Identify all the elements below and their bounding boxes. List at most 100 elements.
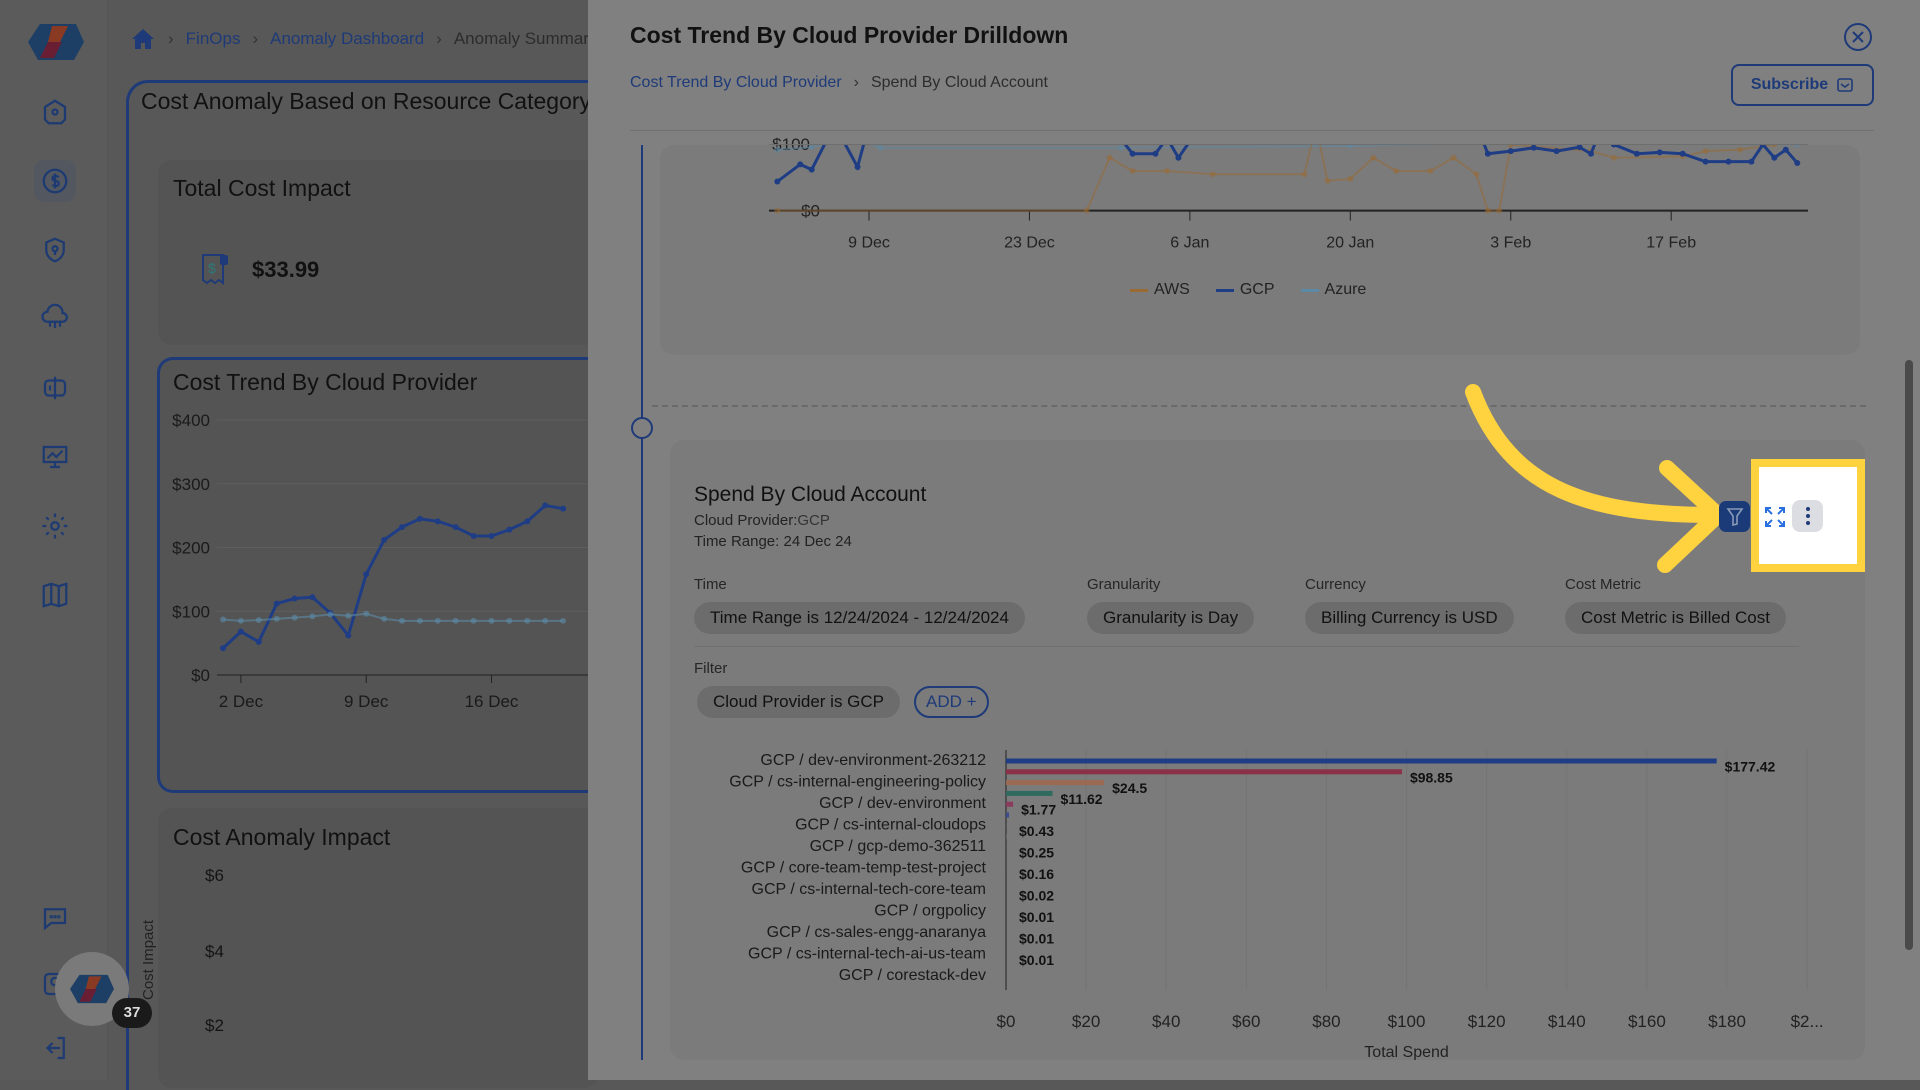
data-point (489, 618, 495, 624)
data-point (774, 147, 780, 153)
monitor-chart-icon[interactable] (34, 436, 76, 478)
logout-icon[interactable] (34, 1027, 76, 1069)
data-point (524, 618, 530, 624)
legend-label: AWS (1154, 281, 1190, 299)
data-point (1428, 168, 1434, 174)
legend-item-azure[interactable]: Azure (1301, 281, 1367, 299)
x-tick-label: 9 Dec (344, 692, 389, 711)
x-tick-label: $40 (1152, 1012, 1180, 1031)
data-point (1153, 151, 1159, 157)
x-tick-label: 23 Dec (1004, 235, 1055, 252)
bar (1006, 813, 1009, 818)
drawer-title: Cost Trend By Cloud Provider Drilldown (630, 22, 1068, 49)
breadcrumb-cost-trend[interactable]: Cost Trend By Cloud Provider (630, 74, 842, 92)
subscribe-label: Subscribe (1751, 76, 1828, 94)
x-tick-label: 17 Feb (1646, 235, 1696, 252)
timeline-node[interactable] (631, 417, 653, 439)
security-shield-icon[interactable] (34, 229, 76, 271)
category-label: GCP / corestack-dev (839, 967, 986, 984)
app-logo[interactable] (28, 22, 84, 62)
data-point (1485, 151, 1491, 157)
data-point (1347, 176, 1353, 182)
legend-item-aws[interactable]: AWS (1130, 281, 1190, 299)
data-point (399, 618, 405, 624)
more-options-button[interactable] (1792, 500, 1823, 532)
currency-chip[interactable]: Billing Currency is USD (1305, 602, 1514, 634)
bar (1006, 791, 1053, 796)
series-line-gcp (223, 505, 563, 648)
x-tick-label: $80 (1312, 1012, 1340, 1031)
bar-value-label: $177.42 (1725, 759, 1776, 775)
data-point (1531, 145, 1537, 151)
data-point (1783, 147, 1789, 153)
x-tick-label: $100 (1388, 1012, 1426, 1031)
bar-value-label: $0.01 (1019, 909, 1054, 925)
legend-marker-icon (1216, 289, 1234, 292)
category-label: GCP / cs-internal-cloudops (795, 817, 986, 834)
x-tick-label: $2... (1791, 1012, 1824, 1031)
data-point (1324, 178, 1330, 184)
granularity-filter-label: Granularity (1087, 576, 1160, 593)
data-point (1450, 155, 1456, 161)
filter-button[interactable] (1719, 501, 1750, 532)
expand-icon[interactable] (1764, 506, 1786, 528)
close-icon[interactable] (1843, 22, 1873, 52)
data-point (1588, 151, 1594, 157)
data-point (1680, 151, 1686, 157)
currency-filter-label: Currency (1305, 576, 1366, 593)
subscribe-button[interactable]: Subscribe (1731, 64, 1874, 106)
data-point (1771, 155, 1777, 161)
data-point (797, 161, 803, 167)
data-point (1726, 159, 1732, 165)
settings-gear-icon[interactable] (34, 505, 76, 547)
book-icon[interactable] (34, 574, 76, 616)
finops-dollar-icon[interactable] (34, 160, 76, 202)
data-point (363, 571, 369, 577)
data-point (1175, 155, 1181, 161)
bar (1006, 802, 1013, 807)
timeline-line (641, 145, 643, 1060)
data-point (310, 594, 316, 600)
bar-value-label: $1.77 (1021, 802, 1056, 818)
data-point (327, 611, 333, 617)
drawer-scrollbar[interactable] (1905, 360, 1913, 950)
add-filter-button[interactable]: ADD + (914, 686, 989, 718)
legend-item-gcp[interactable]: GCP (1216, 281, 1275, 299)
bar-value-label: $11.62 (1061, 791, 1103, 807)
time-range-info: Time Range: 24 Dec 24 (694, 533, 852, 550)
bar-value-label: $0.01 (1019, 952, 1054, 968)
data-point (1164, 168, 1170, 174)
bar (1006, 834, 1007, 839)
category-label: GCP / orgpolicy (874, 903, 986, 920)
bar (1006, 769, 1402, 774)
breadcrumb-finops[interactable]: FinOps (186, 29, 241, 49)
cost-metric-chip[interactable]: Cost Metric is Billed Cost (1565, 602, 1786, 634)
data-point (256, 639, 262, 645)
legend-label: Azure (1325, 281, 1367, 299)
cloud-provider-value: GCP (797, 512, 830, 529)
bar (1006, 759, 1717, 764)
x-tick-label: $20 (1072, 1012, 1100, 1031)
home-icon[interactable] (34, 91, 76, 133)
category-label: GCP / dev-environment-263212 (760, 752, 986, 769)
data-point (292, 596, 298, 602)
compare-icon[interactable] (34, 367, 76, 409)
data-point (1634, 151, 1640, 157)
cloud-provider-filter-chip[interactable]: Cloud Provider is GCP (697, 686, 900, 718)
legend-marker-icon (1130, 289, 1148, 292)
y-tick: $6 (205, 866, 224, 886)
y-tick-label: $200 (172, 539, 210, 558)
bar-value-label: $98.85 (1410, 769, 1453, 785)
granularity-chip[interactable]: Granularity is Day (1087, 602, 1254, 634)
time-range-label: Time Range: (694, 533, 779, 550)
chat-icon[interactable] (34, 897, 76, 939)
data-point (220, 645, 226, 651)
home-icon[interactable] (130, 27, 156, 51)
time-range-chip[interactable]: Time Range is 12/24/2024 - 12/24/2024 (694, 602, 1025, 634)
breadcrumb-spend-by-account: Spend By Cloud Account (871, 74, 1048, 92)
x-tick-label: $140 (1548, 1012, 1586, 1031)
breadcrumb-anomaly-dashboard[interactable]: Anomaly Dashboard (270, 29, 424, 49)
cloud-network-icon[interactable] (34, 297, 76, 339)
data-point (1084, 208, 1090, 214)
data-point (417, 618, 423, 624)
